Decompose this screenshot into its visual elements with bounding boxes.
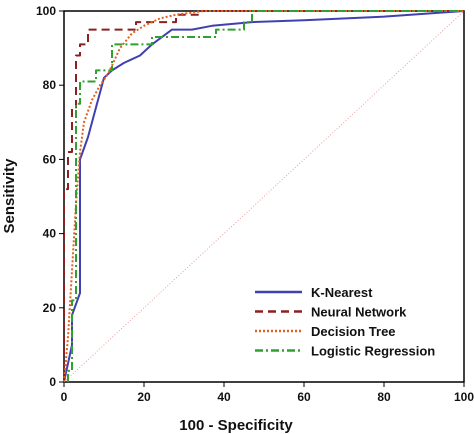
legend-label: Neural Network — [311, 305, 407, 320]
x-tick-label: 20 — [137, 390, 151, 404]
legend: K-Nearest Neural Network Decision Tree Logi… — [255, 285, 435, 359]
decision-tree-series-line — [63, 10, 464, 383]
neural-network-series-line — [63, 10, 464, 382]
logistic-regression-series-line — [67, 10, 464, 382]
x-tick-label: 80 — [377, 390, 391, 404]
y-axis-title: Sensitivity — [1, 158, 18, 234]
legend-label: K-Nearest — [311, 285, 373, 300]
legend-label: Logistic Regression — [311, 344, 435, 359]
legend-label: Decision Tree — [311, 324, 396, 339]
x-tick-label: 60 — [297, 390, 311, 404]
x-tick-label: 40 — [217, 390, 231, 404]
y-tick-label: 100 — [36, 4, 56, 18]
y-tick-label: 40 — [43, 227, 57, 241]
x-axis-title: 100 - Specificity — [179, 417, 293, 434]
y-tick-label: 20 — [43, 301, 57, 315]
reference-diagonal-line — [63, 10, 465, 383]
y-tick-label: 80 — [43, 78, 57, 92]
y-tick-label: 60 — [43, 152, 57, 166]
x-tick-label: 0 — [61, 390, 68, 404]
y-tick-label: 0 — [49, 375, 56, 389]
x-tick-label: 100 — [454, 390, 474, 404]
